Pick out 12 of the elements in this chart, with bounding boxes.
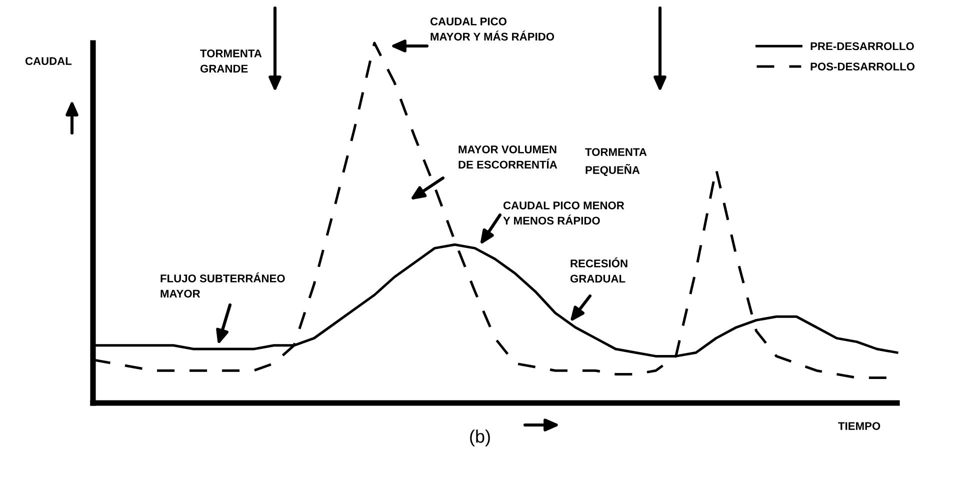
- annotation: CAUDAL PICO MENOR Y MENOS RÁPIDO: [503, 202, 624, 225]
- x-axis-title: TIEMPO: [838, 422, 880, 430]
- annotation: FLUJO SUBTERRÁNEO MAYOR: [160, 272, 285, 298]
- legend-label: POS-DESARROLLO: [810, 62, 915, 71]
- legend-label: PRE-DESARROLLO: [810, 42, 914, 50]
- text: (b): [470, 430, 490, 446]
- annotation: MAYOR VOLUMEN DE ESCORRENTÍA: [458, 146, 558, 169]
- y-axis-title: CAUDAL: [25, 57, 72, 65]
- annotation: TORMENTA PEQUEÑA: [585, 148, 647, 176]
- annotation: RECESIÓN GRADUAL: [570, 257, 628, 283]
- text: CAUDAL PICO MAYOR Y MÁS RÁPIDO: [430, 18, 554, 41]
- annotation: TORMENTA GRANDE: [200, 50, 262, 73]
